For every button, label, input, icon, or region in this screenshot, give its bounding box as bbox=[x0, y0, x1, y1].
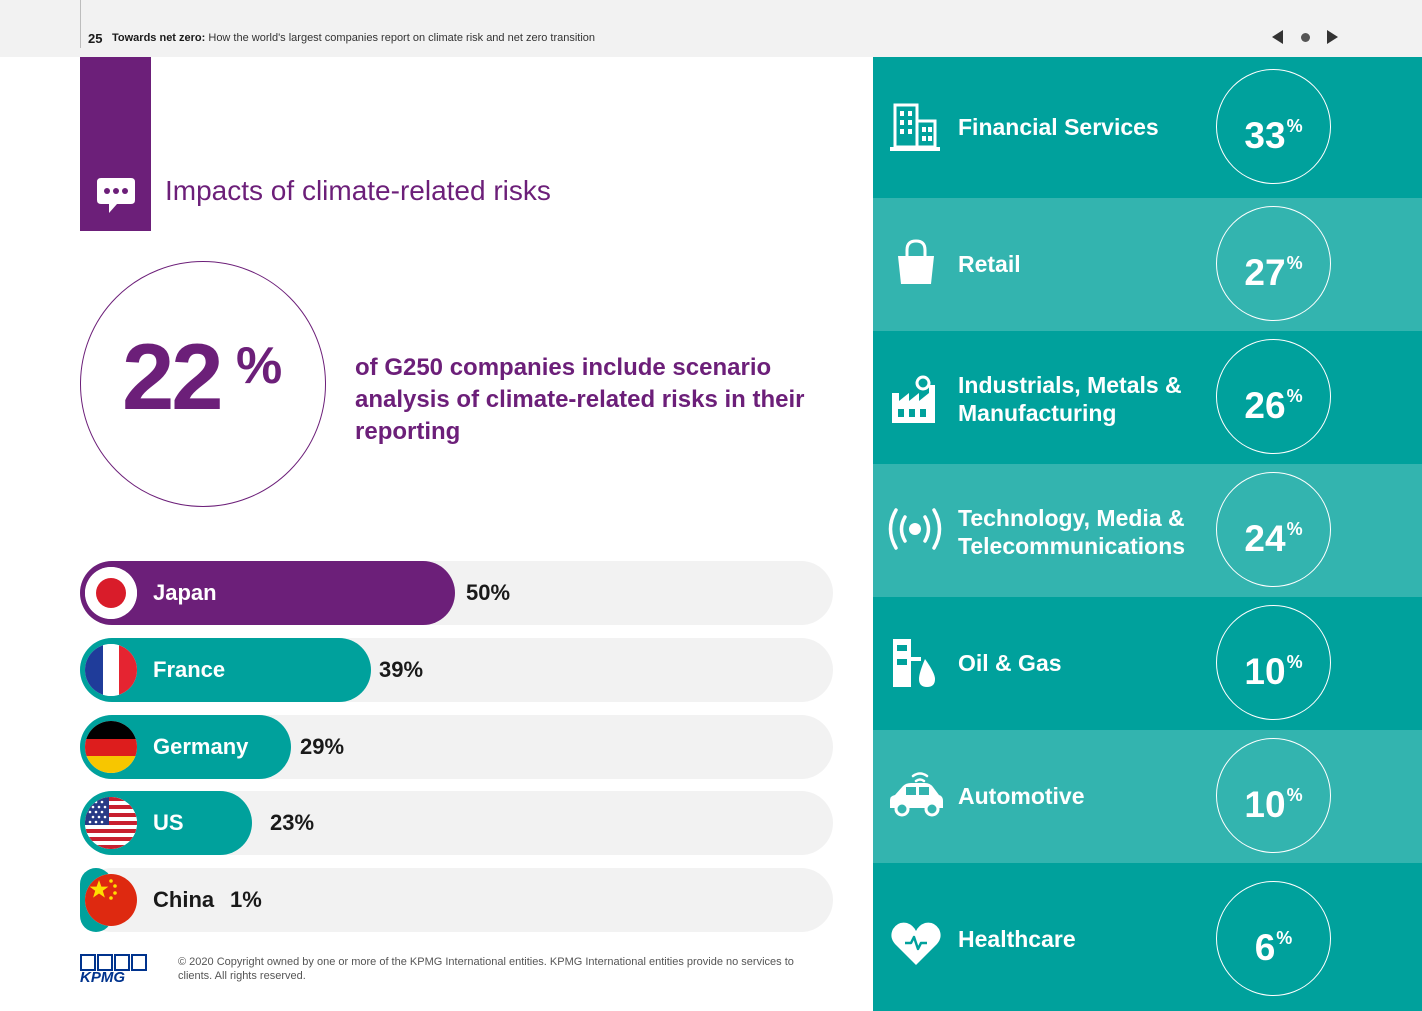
country-bar-china: China 1% bbox=[80, 868, 833, 932]
france-flag-icon bbox=[85, 644, 137, 696]
sector-value-number: 10 bbox=[1244, 784, 1286, 825]
country-value: 29% bbox=[300, 734, 345, 759]
copyright-notice: © 2020 Copyright owned by one or more of… bbox=[178, 956, 794, 982]
office-building-icon bbox=[890, 103, 940, 151]
sector-value-unit: % bbox=[1286, 652, 1303, 672]
sector-value-unit: % bbox=[1286, 519, 1303, 539]
sector-row-retail: Retail 27% bbox=[873, 198, 1422, 331]
sector-row-technology: Technology, Media & Telecommunications 2… bbox=[873, 464, 1422, 597]
oil-drop-icon bbox=[893, 639, 935, 687]
japan-flag-icon bbox=[85, 567, 137, 619]
shopping-bag-icon bbox=[898, 239, 934, 284]
stat-circle bbox=[80, 261, 326, 507]
country-name: Japan bbox=[153, 580, 217, 605]
sector-name-line1: Technology, Media & bbox=[958, 505, 1185, 531]
sector-row-healthcare: Healthcare 6% bbox=[873, 863, 1422, 1011]
sector-value-number: 33 bbox=[1244, 115, 1286, 156]
document-title-bold: Towards net zero: bbox=[112, 32, 206, 44]
stat-description: of G250 companies include scenario analy… bbox=[355, 354, 805, 445]
sector-value-unit: % bbox=[1286, 253, 1303, 273]
sector-row-automotive: Automotive 10% bbox=[873, 730, 1422, 863]
sector-value-circle: 27% bbox=[1216, 206, 1331, 321]
sector-value: 26% bbox=[1217, 376, 1330, 426]
us-flag-icon bbox=[85, 797, 137, 849]
country-name: US bbox=[153, 810, 184, 835]
sector-value-number: 10 bbox=[1244, 651, 1286, 692]
factory-icon bbox=[892, 375, 935, 423]
bar-fill-japan bbox=[80, 561, 455, 625]
sector-value: 6% bbox=[1217, 918, 1330, 968]
sector-value: 24% bbox=[1217, 509, 1330, 559]
stat-value: 22 bbox=[122, 324, 224, 429]
sector-panel: Financial Services 33% Retail 27% Indus bbox=[873, 57, 1422, 1011]
sector-value-number: 24 bbox=[1244, 518, 1286, 559]
sector-value-circle: 10% bbox=[1216, 738, 1331, 853]
sector-name: Financial Services bbox=[958, 113, 1208, 141]
country-bar-germany: Germany 29% bbox=[80, 715, 833, 779]
sector-value-circle: 26% bbox=[1216, 339, 1331, 454]
sector-name-line1: Financial Services bbox=[958, 114, 1159, 140]
document-title-rest: How the world's largest companies report… bbox=[205, 32, 596, 44]
sector-name: Oil & Gas bbox=[958, 649, 1208, 677]
sector-name-line1: Retail bbox=[958, 251, 1021, 277]
country-value: 50% bbox=[466, 580, 511, 605]
sector-name: Automotive bbox=[958, 782, 1208, 810]
country-name: Germany bbox=[153, 734, 249, 759]
country-name: China bbox=[153, 887, 215, 912]
page-navigation bbox=[1270, 30, 1344, 48]
page-number: 25 bbox=[88, 31, 103, 46]
sector-value-number: 27 bbox=[1244, 252, 1286, 293]
country-value: 1% bbox=[230, 887, 262, 912]
stat-unit: % bbox=[236, 337, 283, 395]
sector-value-number: 6 bbox=[1254, 927, 1276, 968]
country-bar-japan: Japan 50% bbox=[80, 561, 833, 625]
heart-icon bbox=[891, 922, 941, 965]
sector-name-line1: Oil & Gas bbox=[958, 650, 1062, 676]
country-name: France bbox=[153, 657, 226, 682]
document-title: Towards net zero: How the world's larges… bbox=[112, 32, 595, 44]
next-page-icon[interactable] bbox=[1327, 30, 1338, 44]
sector-name: Industrials, Metals & Manufacturing bbox=[958, 371, 1208, 427]
sector-name-line1: Automotive bbox=[958, 783, 1085, 809]
country-value: 23% bbox=[270, 810, 315, 835]
germany-flag-icon bbox=[85, 721, 137, 773]
sector-value-circle: 6% bbox=[1216, 881, 1331, 996]
page-header: 25 Towards net zero: How the world's lar… bbox=[0, 0, 1422, 57]
sector-value-unit: % bbox=[1276, 928, 1293, 948]
kpmg-logo-text: KPMG bbox=[80, 969, 125, 984]
sector-value-unit: % bbox=[1286, 785, 1303, 805]
sector-value-circle: 10% bbox=[1216, 605, 1331, 720]
sector-name-line2: Manufacturing bbox=[958, 400, 1117, 426]
country-bar-france: France 39% bbox=[80, 638, 833, 702]
country-value: 39% bbox=[379, 657, 424, 682]
connected-car-icon bbox=[890, 772, 943, 817]
sector-value-number: 26 bbox=[1244, 385, 1286, 426]
broadcast-signal-icon bbox=[888, 508, 942, 550]
speech-bubble-icon bbox=[97, 178, 135, 213]
china-flag-icon bbox=[85, 874, 137, 926]
sector-value-unit: % bbox=[1286, 116, 1303, 136]
sector-value-circle: 33% bbox=[1216, 69, 1331, 184]
sector-row-financial-services: Financial Services 33% bbox=[873, 57, 1422, 198]
sector-name-line1: Industrials, Metals & bbox=[958, 372, 1182, 398]
sector-value: 10% bbox=[1217, 642, 1330, 692]
sector-value: 33% bbox=[1217, 106, 1330, 156]
sector-value: 27% bbox=[1217, 243, 1330, 293]
sector-name: Technology, Media & Telecommunications bbox=[958, 504, 1208, 560]
sector-name: Retail bbox=[958, 250, 1208, 278]
home-dot-icon[interactable] bbox=[1301, 33, 1310, 42]
sector-value-unit: % bbox=[1286, 386, 1303, 406]
sector-row-oil-gas: Oil & Gas 10% bbox=[873, 597, 1422, 730]
previous-page-icon[interactable] bbox=[1272, 30, 1283, 44]
section-title: Impacts of climate-related risks bbox=[165, 175, 551, 206]
sector-value-circle: 24% bbox=[1216, 472, 1331, 587]
sector-name: Healthcare bbox=[958, 925, 1208, 953]
sector-row-industrials: Industrials, Metals & Manufacturing 26% bbox=[873, 331, 1422, 464]
header-divider bbox=[80, 0, 81, 48]
sector-value: 10% bbox=[1217, 775, 1330, 825]
sector-name-line1: Healthcare bbox=[958, 926, 1076, 952]
sector-name-line2: Telecommunications bbox=[958, 533, 1186, 559]
kpmg-logo: KPMG bbox=[80, 954, 147, 984]
country-bar-us: US 23% bbox=[80, 791, 833, 855]
